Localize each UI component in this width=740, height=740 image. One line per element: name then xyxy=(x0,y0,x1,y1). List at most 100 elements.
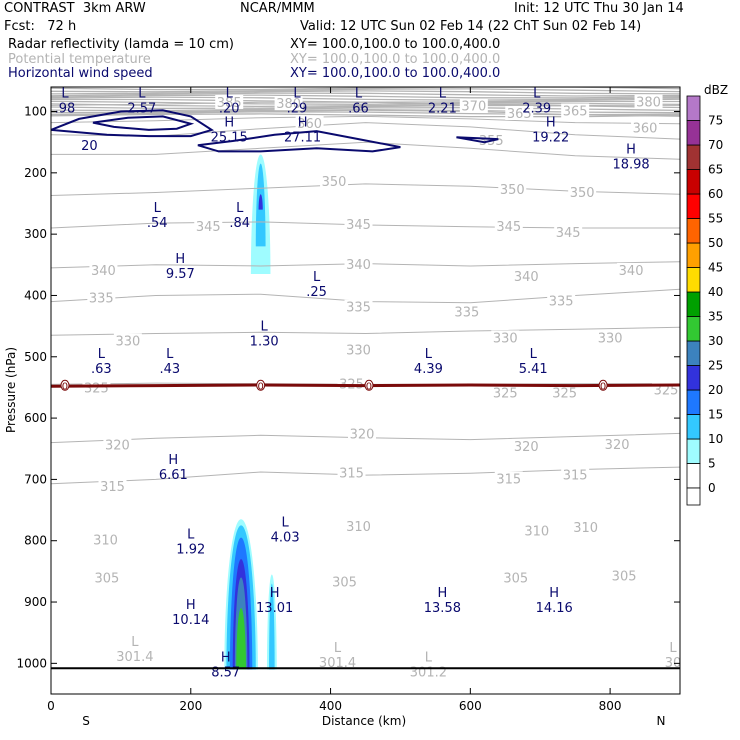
wind-contour-20 xyxy=(197,130,401,153)
theta-label-bg xyxy=(568,185,597,200)
colorbar-level-label: 45 xyxy=(708,261,723,275)
hl-letter: H xyxy=(270,586,280,601)
hl-letter: L xyxy=(425,650,433,665)
theta-label: 360 xyxy=(633,122,658,137)
hl-letter: L xyxy=(261,319,269,334)
theta-label: 310 xyxy=(346,520,371,535)
theta-contour-330 xyxy=(51,326,680,336)
field-xy-reflectivity: XY= 100.0,100.0 to 100.0,400.0 xyxy=(290,37,501,52)
hl-value: .63 xyxy=(91,362,112,377)
y-tick-label: 100 xyxy=(24,105,47,119)
hl-value: 4.03 xyxy=(271,530,300,545)
colorbar-swatch-15 xyxy=(686,389,701,415)
zero-line-label: 0 xyxy=(600,381,606,392)
theta-label: 330 xyxy=(493,331,518,346)
theta-label-bg xyxy=(295,115,324,130)
y-tick-label: 300 xyxy=(24,227,47,241)
theta-label-bg xyxy=(337,465,366,480)
zero-line-marker xyxy=(364,379,374,391)
wind-contour-20 xyxy=(456,136,499,144)
theta-label: 305 xyxy=(612,569,637,584)
theta-label-bg xyxy=(87,290,116,305)
hl-letter: H xyxy=(224,116,234,131)
theta-label-bg xyxy=(498,182,527,197)
reflectivity-cell-30dbz xyxy=(236,608,246,670)
theta-label: 345 xyxy=(496,220,521,235)
hl-value: .54 xyxy=(147,216,168,231)
theta-label-bg xyxy=(215,94,244,109)
theta-label-bg xyxy=(512,438,541,453)
hl-letter: H xyxy=(168,453,178,468)
colorbar-swatch-55 xyxy=(686,193,701,219)
theta-label: 320 xyxy=(605,438,630,453)
colorbar-swatch-10 xyxy=(686,414,701,440)
hl-value: 2.57 xyxy=(127,101,156,116)
hl-value: 2.21 xyxy=(428,101,457,116)
theta-label-bg xyxy=(194,218,223,233)
hl-letter: L xyxy=(530,347,538,362)
reflectivity-layer xyxy=(224,154,277,670)
theta-label: 315 xyxy=(100,480,125,495)
colorbar-level-label: 0 xyxy=(708,481,716,495)
reflectivity-cell-20dbz xyxy=(258,194,263,210)
hl-value: 10.14 xyxy=(172,613,209,628)
colorbar-swatch-50 xyxy=(686,218,701,244)
x-end-label-south: S xyxy=(82,714,90,728)
hl-letter: H xyxy=(175,252,185,267)
theta-label-bg xyxy=(631,120,660,135)
theta-label: 365 xyxy=(563,105,588,120)
hl-value: 27.11 xyxy=(284,131,321,146)
theta-band-line xyxy=(51,94,680,99)
wind-contour-20 xyxy=(51,109,215,138)
theta-label-bg xyxy=(491,385,520,400)
theta-label-bg xyxy=(344,216,373,231)
wind-contour-label: 20 xyxy=(81,139,98,154)
field-xy-wind: XY= 100.0,100.0 to 100.0,400.0 xyxy=(290,66,501,81)
hl-letter: H xyxy=(298,116,308,131)
theta-label: 365 xyxy=(507,107,532,122)
y-tick-label: 700 xyxy=(24,472,47,486)
reflectivity-cell-10dbz xyxy=(269,583,275,670)
hl-letter: H xyxy=(437,586,447,601)
theta-label-bg xyxy=(501,570,530,585)
theta-label-bg xyxy=(98,478,127,493)
theta-label: 350 xyxy=(570,186,595,201)
colorbar-level-label: 40 xyxy=(708,285,723,299)
hl-letter: L xyxy=(282,515,290,530)
theta-label-bg xyxy=(92,570,121,585)
theta-label: 330 xyxy=(346,344,371,359)
theta-band-line xyxy=(51,92,680,97)
theta-band-line xyxy=(51,90,680,95)
hl-letter: L xyxy=(293,86,301,101)
zero-line-marker xyxy=(598,379,608,391)
colorbar-swatch-40 xyxy=(686,267,701,293)
hl-letter: L xyxy=(533,86,541,101)
hl-value: .84 xyxy=(229,216,250,231)
hl-value: 1.30 xyxy=(250,334,279,349)
zero-line-marker xyxy=(60,379,70,391)
y-tick-label: 400 xyxy=(24,288,47,302)
hl-value: 6.61 xyxy=(159,468,188,483)
hl-letter: H xyxy=(221,650,231,665)
theta-label: 335 xyxy=(89,292,114,307)
hl-letter: L xyxy=(226,86,234,101)
colorbar-level-label: 25 xyxy=(708,359,723,373)
hl-letter: H xyxy=(626,143,636,158)
theta-label: 345 xyxy=(196,220,221,235)
y-tick-label: 600 xyxy=(24,411,47,425)
colorbar-swatch-75 xyxy=(686,95,701,121)
theta-contour-355 xyxy=(51,141,680,160)
theta-label-bg xyxy=(452,304,481,319)
theta-label-bg xyxy=(82,380,111,395)
theta-label-bg xyxy=(344,256,373,271)
colorbar-swatch-70 xyxy=(686,120,701,146)
colorbar-swatch-below xyxy=(686,487,701,506)
theta-label-bg xyxy=(344,299,373,314)
theta-label-bg xyxy=(344,342,373,357)
hl-value: .25 xyxy=(306,285,327,300)
theta-label: 320 xyxy=(105,439,130,454)
hl-letter: L xyxy=(138,86,146,101)
wind-contour-20 xyxy=(92,115,195,131)
hl-value: 13.58 xyxy=(424,601,461,616)
